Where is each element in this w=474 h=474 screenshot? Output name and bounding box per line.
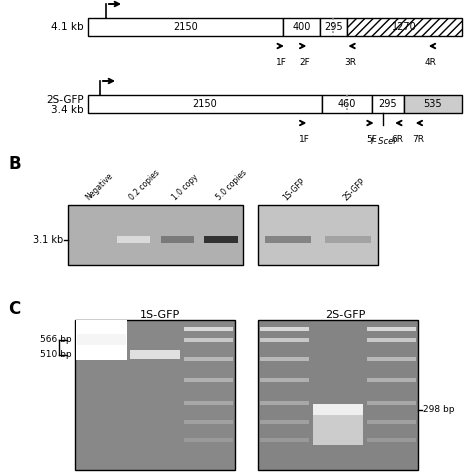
Bar bbox=[76, 338, 128, 340]
Text: 510 bp: 510 bp bbox=[40, 350, 72, 359]
Bar bbox=[75, 320, 235, 470]
Bar bbox=[404, 95, 462, 113]
Bar bbox=[161, 237, 194, 243]
Bar bbox=[260, 327, 310, 331]
Bar bbox=[325, 237, 371, 243]
Text: 1F: 1F bbox=[299, 135, 310, 144]
Text: B: B bbox=[8, 155, 21, 173]
Bar bbox=[367, 357, 416, 361]
Bar bbox=[183, 438, 233, 442]
Text: 566 bp: 566 bp bbox=[40, 335, 72, 344]
Bar bbox=[76, 329, 128, 349]
Text: 4.1 kb: 4.1 kb bbox=[51, 22, 84, 32]
Bar bbox=[320, 18, 346, 36]
Bar bbox=[76, 337, 128, 341]
Bar bbox=[76, 322, 128, 356]
Bar bbox=[183, 357, 233, 361]
Text: 535: 535 bbox=[424, 99, 442, 109]
Bar bbox=[183, 401, 233, 404]
Text: 2150: 2150 bbox=[173, 22, 198, 32]
Text: 460: 460 bbox=[337, 99, 356, 109]
Bar bbox=[76, 335, 128, 345]
Bar bbox=[183, 327, 233, 331]
Bar bbox=[260, 337, 310, 341]
Text: 5F: 5F bbox=[366, 135, 377, 144]
Text: 2S-GFP: 2S-GFP bbox=[342, 176, 367, 202]
Text: 3.4 kb: 3.4 kb bbox=[51, 105, 84, 115]
Text: 295: 295 bbox=[324, 22, 343, 32]
Text: 3R: 3R bbox=[345, 58, 356, 67]
Text: 1270: 1270 bbox=[392, 22, 417, 32]
Bar bbox=[76, 334, 128, 346]
Bar bbox=[117, 237, 150, 243]
Bar bbox=[183, 337, 233, 341]
Bar bbox=[367, 337, 416, 341]
Text: 1S-GFP: 1S-GFP bbox=[140, 310, 180, 320]
Text: 0.2 copies: 0.2 copies bbox=[127, 168, 161, 202]
Text: 3.1 kb: 3.1 kb bbox=[33, 235, 63, 245]
Bar bbox=[76, 321, 128, 357]
Text: 2F: 2F bbox=[299, 58, 310, 67]
Bar bbox=[313, 415, 363, 445]
Bar bbox=[183, 378, 233, 382]
Text: 5.0 copies: 5.0 copies bbox=[215, 168, 249, 202]
Bar bbox=[260, 438, 310, 442]
Bar bbox=[204, 237, 238, 243]
Bar bbox=[76, 328, 128, 352]
Bar bbox=[258, 205, 378, 265]
Bar bbox=[76, 326, 128, 354]
Text: Negative: Negative bbox=[83, 171, 114, 202]
Bar bbox=[260, 401, 310, 404]
Text: 1F: 1F bbox=[276, 58, 287, 67]
Text: C: C bbox=[8, 300, 20, 318]
Bar bbox=[183, 420, 233, 424]
Bar bbox=[260, 378, 310, 382]
Bar bbox=[76, 328, 128, 350]
Bar bbox=[372, 95, 404, 113]
Bar bbox=[77, 334, 127, 345]
Bar bbox=[367, 438, 416, 442]
Bar bbox=[76, 337, 128, 343]
Text: 6R: 6R bbox=[391, 135, 403, 144]
Bar bbox=[76, 331, 128, 347]
Text: 2S-GFP: 2S-GFP bbox=[325, 310, 365, 320]
Bar bbox=[258, 320, 418, 470]
Bar bbox=[76, 323, 128, 356]
Bar bbox=[76, 319, 128, 359]
Bar bbox=[68, 205, 243, 265]
Bar bbox=[346, 18, 462, 36]
Bar bbox=[265, 237, 311, 243]
Bar bbox=[76, 330, 128, 348]
Bar bbox=[76, 336, 128, 344]
Text: 1S-GFP: 1S-GFP bbox=[282, 176, 307, 202]
Bar bbox=[313, 404, 363, 415]
Bar bbox=[322, 95, 372, 113]
Text: 4R: 4R bbox=[425, 58, 437, 67]
Text: 298 bp: 298 bp bbox=[423, 405, 455, 414]
Bar bbox=[88, 95, 322, 113]
Bar bbox=[76, 320, 128, 358]
Bar bbox=[367, 420, 416, 424]
Text: 2S-GFP: 2S-GFP bbox=[46, 95, 84, 105]
Bar bbox=[76, 327, 128, 353]
Text: 295: 295 bbox=[378, 99, 397, 109]
Bar bbox=[367, 327, 416, 331]
Bar bbox=[367, 401, 416, 404]
Bar bbox=[260, 357, 310, 361]
Text: I- Scel: I- Scel bbox=[371, 137, 396, 146]
Bar bbox=[367, 378, 416, 382]
Text: 7R: 7R bbox=[412, 135, 424, 144]
Bar bbox=[88, 18, 283, 36]
Bar bbox=[76, 325, 128, 355]
Bar bbox=[76, 332, 128, 346]
Bar bbox=[130, 349, 180, 358]
Bar bbox=[260, 420, 310, 424]
Text: 1.0 copy: 1.0 copy bbox=[171, 173, 201, 202]
Text: 2150: 2150 bbox=[192, 99, 217, 109]
Text: 400: 400 bbox=[292, 22, 311, 32]
Bar bbox=[283, 18, 320, 36]
